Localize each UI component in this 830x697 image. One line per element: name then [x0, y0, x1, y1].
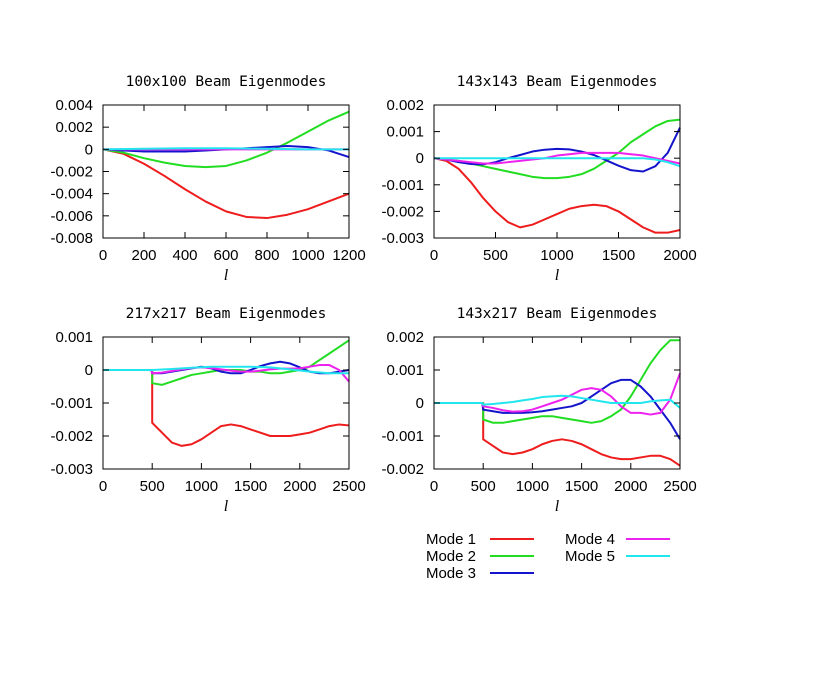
y-tick-label: -0.003: [381, 230, 424, 247]
series-line-mode-3: [434, 378, 681, 440]
x-tick-label: 1500: [602, 247, 635, 264]
x-tick-label: 800: [254, 247, 279, 264]
plot-panel-2: 143x143 Beam Eigenmodes 0 500 1000 1500 2000 -…: [381, 74, 696, 284]
x-tick-label: 1000: [516, 478, 549, 495]
x-tick-label: 600: [213, 247, 238, 264]
series-line-mode-4: [103, 364, 350, 383]
y-tick-label: 0: [85, 362, 93, 379]
series-line-mode-3: [433, 127, 681, 173]
series-line-mode-4: [433, 151, 681, 165]
series-line-mode-1: [433, 157, 681, 234]
x-tick-label: 1000: [540, 247, 573, 264]
plot-panel-1: 100x100 Beam Eigenmodes 0 200 400 600 800 1000…: [50, 74, 365, 284]
series-line-mode-2: [434, 339, 680, 424]
x-tick-label: 1500: [565, 478, 598, 495]
y-tick-label: 0.002: [386, 329, 424, 346]
y-tick-label: -0.004: [50, 186, 93, 203]
y-tick-label: 0.004: [55, 97, 93, 114]
legend-label: Mode 2: [426, 548, 476, 565]
legend-label: Mode 5: [565, 548, 615, 565]
series-line-mode-2: [103, 339, 350, 386]
x-tick-label: 0: [430, 247, 438, 264]
x-tick-label: 2500: [663, 478, 696, 495]
y-tick-label: -0.002: [381, 203, 424, 220]
panel-title: 217x217 Beam Eigenmodes: [126, 306, 327, 322]
panel-title: 100x100 Beam Eigenmodes: [126, 74, 327, 90]
y-tick-label: 0.001: [386, 124, 424, 141]
legend-label: Mode 3: [426, 565, 476, 582]
x-tick-label: 200: [131, 247, 156, 264]
x-tick-label: 1500: [234, 478, 267, 495]
series-line-mode-1: [103, 369, 350, 447]
series-line-mode-1: [434, 402, 681, 467]
y-tick-label: -0.001: [381, 428, 424, 445]
y-tick-label: -0.008: [50, 230, 93, 247]
plot-frame: [102, 104, 350, 239]
plot-frame: [102, 336, 350, 470]
plot-panel-4: 143x217 Beam Eigenmodes 0 500 1000 1500 2000 2…: [381, 306, 696, 515]
x-tick-label: 2500: [332, 478, 365, 495]
series-line-mode-1: [102, 148, 350, 220]
x-tick-label: 2000: [283, 478, 316, 495]
x-tick-label: 1200: [332, 247, 365, 264]
series-line-mode-5: [434, 394, 681, 409]
y-tick-label: -0.003: [50, 461, 93, 478]
y-tick-label: -0.002: [50, 164, 93, 181]
y-tick-label: 0.002: [55, 119, 93, 136]
series-line-mode-5: [434, 157, 681, 168]
panel-title: 143x217 Beam Eigenmodes: [457, 306, 658, 322]
x-tick-label: 400: [172, 247, 197, 264]
x-axis-label: l: [224, 267, 229, 284]
panel-title: 143x143 Beam Eigenmodes: [457, 74, 658, 90]
y-tick-label: 0: [85, 141, 93, 158]
x-tick-label: 0: [430, 478, 438, 495]
series-line-mode-5: [102, 147, 349, 151]
x-tick-label: 500: [483, 247, 508, 264]
x-tick-label: 2000: [663, 247, 696, 264]
y-tick-label: 0.001: [386, 362, 424, 379]
x-tick-label: 500: [140, 478, 165, 495]
y-tick-label: 0.002: [386, 97, 424, 114]
y-tick-label: 0: [416, 150, 424, 167]
series-line-mode-5: [103, 365, 349, 375]
x-axis-label: l: [555, 267, 560, 284]
x-tick-label: 500: [471, 478, 496, 495]
legend-label: Mode 4: [565, 531, 615, 548]
x-tick-label: 1000: [291, 247, 324, 264]
series-line-mode-4: [434, 372, 681, 416]
legend-label: Mode 1: [426, 531, 476, 548]
y-tick-label: -0.002: [50, 428, 93, 445]
x-axis-label: l: [555, 498, 560, 515]
y-tick-label: -0.001: [50, 395, 93, 412]
x-axis-label: l: [224, 498, 229, 515]
y-tick-label: -0.006: [50, 208, 93, 225]
y-tick-label: -0.002: [381, 461, 424, 478]
series-line-mode-2: [102, 110, 350, 169]
x-tick-label: 1000: [185, 478, 218, 495]
y-tick-label: 0.001: [55, 329, 93, 346]
x-tick-label: 0: [99, 247, 107, 264]
y-tick-label: -0.001: [381, 177, 424, 194]
plot-panel-3: 217x217 Beam Eigenmodes 0 500 1000 1500 2000 2…: [50, 306, 365, 515]
x-tick-label: 0: [99, 478, 107, 495]
x-tick-label: 2000: [614, 478, 647, 495]
y-tick-label: 0: [416, 395, 424, 412]
